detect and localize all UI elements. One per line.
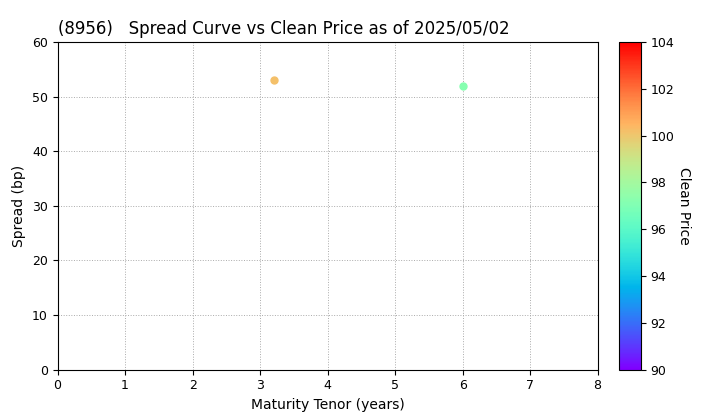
Text: (8956)   Spread Curve vs Clean Price as of 2025/05/02: (8956) Spread Curve vs Clean Price as of… bbox=[58, 20, 509, 38]
Point bbox=[457, 82, 469, 89]
Y-axis label: Spread (bp): Spread (bp) bbox=[12, 165, 27, 247]
X-axis label: Maturity Tenor (years): Maturity Tenor (years) bbox=[251, 398, 405, 412]
Point bbox=[268, 77, 279, 84]
Y-axis label: Clean Price: Clean Price bbox=[677, 167, 691, 245]
